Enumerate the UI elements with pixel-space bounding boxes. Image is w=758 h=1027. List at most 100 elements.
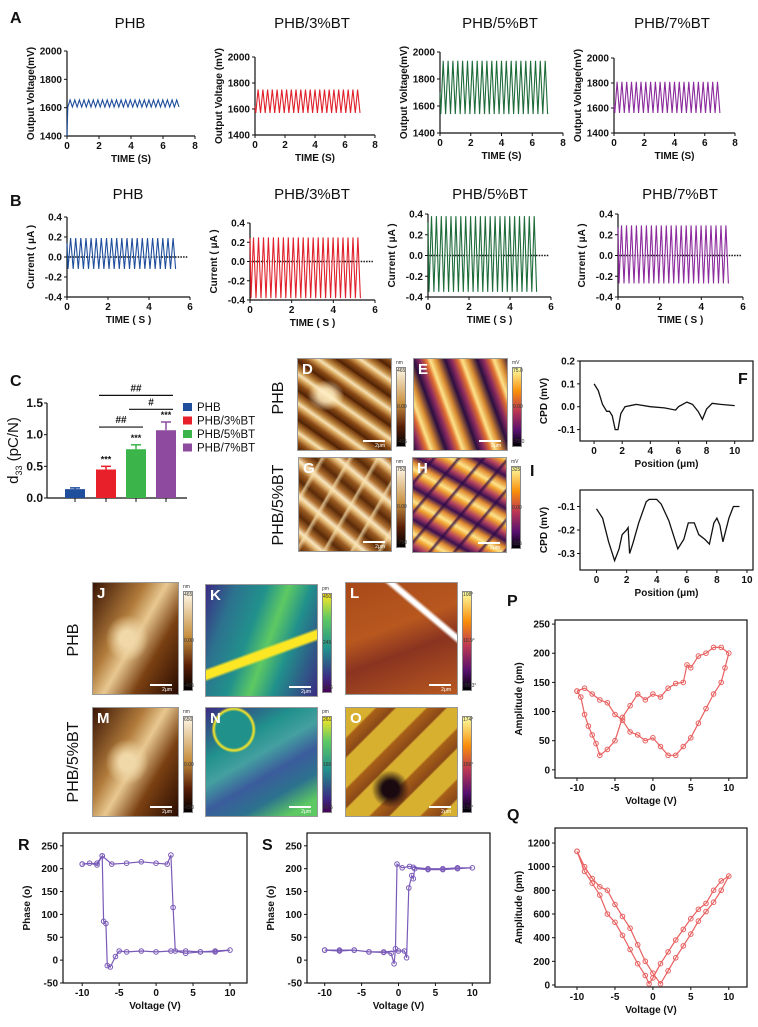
afm-image-E: E 2μm (413, 358, 508, 451)
colorbar (511, 466, 521, 549)
y-tick-label: 0.5 (26, 459, 43, 473)
x-tick-label: 6 (676, 446, 682, 457)
x-axis-label: Position (μm) (635, 459, 699, 470)
y-tick-label: 1600 (40, 103, 63, 114)
waveform-series (254, 89, 361, 113)
x-tick-label: 2 (466, 302, 472, 313)
x-tick-label: 4 (146, 302, 152, 313)
data-point (619, 932, 626, 939)
y-tick-label: 1.0 (26, 428, 43, 442)
x-tick-label: 0 (594, 575, 600, 586)
data-point (380, 949, 387, 955)
y-tick-label: -50 (288, 979, 303, 990)
data-point (123, 860, 130, 867)
x-axis-label: TIME (S) (111, 154, 151, 165)
data-point (703, 900, 709, 907)
data-point (578, 694, 584, 700)
data-point (703, 705, 709, 712)
panel-label: L (350, 585, 360, 602)
scale-bar-label: 2μm (375, 544, 385, 550)
panel-label: M (97, 710, 110, 727)
scale-bar (478, 542, 500, 544)
colorbar (396, 466, 406, 548)
colorbar-min: 39.6 (323, 685, 333, 691)
data-point (597, 884, 603, 890)
y-tick-label: 0.4 (409, 210, 423, 221)
x-tick-label: 10 (729, 446, 741, 457)
x-tick-label: 8 (192, 141, 198, 152)
x-tick-label: 2 (468, 138, 474, 149)
scale-bar (150, 684, 172, 686)
panel-label-C: C (10, 373, 22, 390)
y-axis-label: Amplitude (pm) (514, 871, 525, 944)
y-tick-label: 0.0 (26, 491, 43, 505)
y-tick-label: 0.0 (231, 257, 245, 268)
x-tick-label: 0 (650, 783, 656, 794)
data-point (336, 947, 343, 953)
chart-P (552, 619, 748, 781)
data-point (410, 864, 417, 871)
x-tick-label: 5 (433, 988, 439, 999)
x-tick-label: 0 (615, 302, 621, 313)
data-point (212, 948, 218, 954)
plot-frame (306, 832, 491, 984)
legend-swatch (183, 416, 192, 425)
x-tick-label: 2 (657, 302, 663, 313)
legend-label: PHB/7%BT (197, 443, 255, 455)
panel-label-P: P (507, 593, 518, 610)
data-point (581, 711, 588, 718)
colorbar-min: -465 (397, 439, 408, 445)
chart-I (577, 489, 754, 573)
data-point (672, 680, 679, 687)
y-tick-label: 0.0 (599, 251, 613, 262)
colorbar-max: 108° (463, 592, 474, 598)
y-tick-label: 50 (539, 736, 551, 747)
plot-frame (579, 360, 754, 442)
data-point (399, 865, 406, 871)
data-point (627, 946, 633, 953)
colorbar-max: 465 (184, 592, 193, 598)
colorbar-unit: pm (322, 586, 329, 592)
colorbar (396, 367, 406, 447)
scale-bar (429, 806, 451, 808)
data-point (123, 949, 130, 955)
panel-label-R: R (18, 837, 30, 854)
data-point (688, 665, 694, 671)
colorbar-mid: 0.00 (513, 404, 523, 410)
data-point (469, 865, 476, 871)
data-point (672, 955, 679, 961)
data-point (680, 743, 687, 750)
data-point (182, 948, 189, 954)
x-tick-label: 0 (252, 140, 258, 151)
panel-label-A: A (10, 10, 22, 27)
x-axis-label: Voltage (V) (625, 1005, 676, 1016)
y-tick-label: -0.1 (558, 425, 576, 436)
y-tick-label: 150 (533, 678, 550, 689)
row-label-phb: PHB (65, 623, 82, 657)
x-tick-label: 6 (187, 302, 193, 313)
chart-R (60, 832, 248, 986)
data-point (604, 911, 611, 917)
data-point (657, 981, 664, 987)
data-point (168, 852, 174, 858)
data-point (642, 972, 649, 979)
y-tick-label: 50 (291, 933, 303, 944)
data-point (612, 711, 618, 718)
y-tick-label: 1800 (228, 79, 251, 90)
data-point (718, 644, 725, 651)
chart-F (577, 360, 754, 444)
y-axis-label: Output Voltage(mV) (573, 49, 584, 142)
data-point (619, 717, 626, 724)
data-point (665, 968, 671, 974)
x-tick-label: 6 (702, 138, 708, 149)
data-point (99, 853, 105, 859)
afm-image-K: K 2μm (205, 584, 318, 697)
legend-swatch (183, 403, 192, 411)
panel-label: K (210, 587, 221, 604)
data-point (401, 948, 408, 954)
chart-A3 (437, 51, 564, 136)
data-point (597, 697, 603, 703)
bracket-label: ## (115, 415, 127, 426)
cpd-profile-line (595, 498, 740, 563)
